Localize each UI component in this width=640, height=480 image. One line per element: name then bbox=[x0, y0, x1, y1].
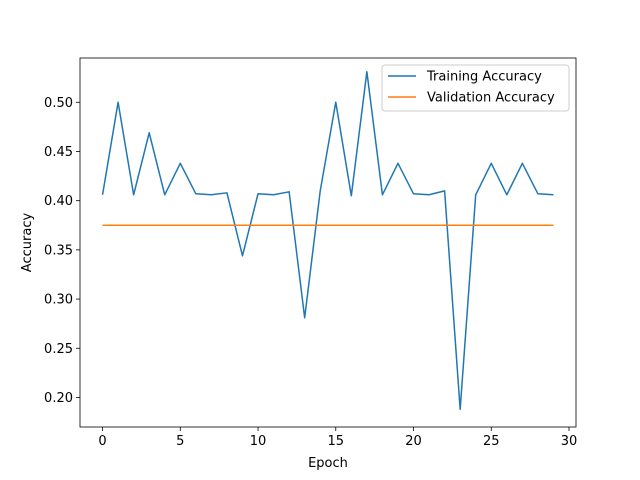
x-tick-label: 25 bbox=[483, 434, 500, 449]
y-axis: 0.20 0.25 0.30 0.35 0.40 0.45 0.50 bbox=[44, 96, 80, 406]
x-tick-label: 10 bbox=[250, 434, 267, 449]
y-tick-label: 0.30 bbox=[44, 293, 73, 308]
y-axis-label: Accuracy bbox=[20, 213, 35, 273]
legend-label-1: Validation Accuracy bbox=[427, 91, 555, 106]
legend-box bbox=[381, 64, 570, 112]
series-line-0 bbox=[101, 71, 554, 411]
x-tick-label: 30 bbox=[561, 434, 578, 449]
legend-label-0: Training Accuracy bbox=[426, 70, 542, 85]
x-tick-label: 20 bbox=[405, 434, 422, 449]
y-tick-label: 0.35 bbox=[44, 243, 73, 258]
legend: Training Accuracy Validation Accuracy bbox=[381, 64, 570, 112]
y-tick-label: 0.40 bbox=[44, 194, 73, 209]
x-tick-label: 15 bbox=[328, 434, 345, 449]
y-tick-label: 0.20 bbox=[44, 391, 73, 406]
plot-frame bbox=[79, 57, 577, 428]
x-axis: 0 5 10 15 20 25 30 bbox=[98, 427, 577, 449]
y-tick-label: 0.50 bbox=[44, 96, 73, 111]
x-tick-label: 5 bbox=[176, 434, 184, 449]
y-tick-label: 0.25 bbox=[44, 342, 73, 357]
y-tick-label: 0.45 bbox=[44, 145, 73, 160]
x-axis-label: Epoch bbox=[308, 456, 348, 471]
x-tick-label: 0 bbox=[98, 434, 106, 449]
plot-lines bbox=[101, 71, 554, 411]
